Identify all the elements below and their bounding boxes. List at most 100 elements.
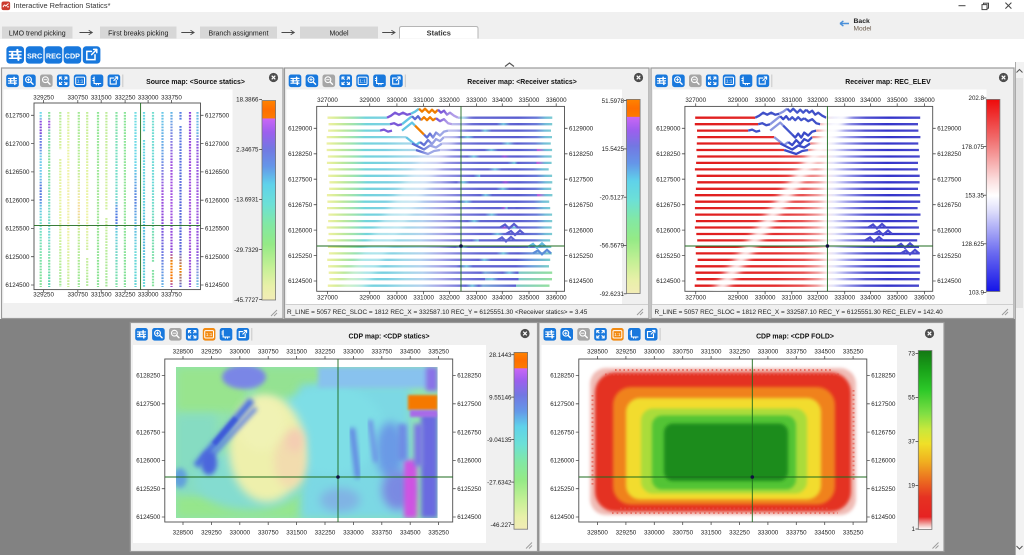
svg-text:331500: 331500 [91, 94, 112, 101]
svg-text:331500: 331500 [286, 529, 307, 536]
svg-text:Back: Back [854, 18, 870, 25]
svg-text:R_LINE = 5057 REC_SLOC = 1812: R_LINE = 5057 REC_SLOC = 1812 REC_X = 33… [655, 309, 944, 316]
svg-text:6124500: 6124500 [656, 278, 681, 285]
svg-text:-92.6231: -92.6231 [600, 291, 625, 298]
svg-text:331500: 331500 [701, 349, 722, 356]
svg-text:334000: 334000 [492, 294, 513, 301]
svg-text:Source map: <Source statics>: Source map: <Source statics> [146, 79, 245, 86]
svg-text:19: 19 [908, 483, 915, 490]
svg-text:6126000: 6126000 [569, 227, 594, 234]
svg-text:331000: 331000 [781, 294, 802, 301]
svg-text:CDP map: <CDP statics>: CDP map: <CDP statics> [349, 334, 430, 341]
svg-text:6127500: 6127500 [205, 113, 230, 120]
svg-text:330000: 330000 [387, 294, 408, 301]
svg-text:336000: 336000 [546, 97, 567, 104]
svg-text:330000: 330000 [387, 97, 408, 104]
svg-text:329000: 329000 [728, 294, 749, 301]
svg-text:R_LINE = 5057 REC_SLOC = 1812: R_LINE = 5057 REC_SLOC = 1812 REC_X = 33… [287, 309, 588, 316]
svg-text:6127500: 6127500 [569, 176, 594, 183]
svg-text:37: 37 [908, 439, 915, 446]
svg-text:6128250: 6128250 [656, 151, 681, 158]
svg-text:333000: 333000 [138, 94, 159, 101]
svg-text:334500: 334500 [400, 349, 421, 356]
svg-text:335000: 335000 [519, 294, 540, 301]
svg-text:First breaks picking: First breaks picking [108, 30, 168, 37]
svg-text:6127500: 6127500 [5, 113, 30, 120]
svg-text:-56.5679: -56.5679 [600, 243, 625, 250]
svg-text:330750: 330750 [672, 349, 693, 356]
svg-text:330000: 330000 [755, 97, 776, 104]
svg-text:330750: 330750 [258, 529, 279, 536]
svg-text:330750: 330750 [258, 349, 279, 356]
svg-text:333750: 333750 [371, 529, 392, 536]
svg-text:333000: 333000 [758, 349, 779, 356]
svg-text:6126750: 6126750 [569, 202, 594, 209]
svg-text:327000: 327000 [317, 294, 338, 301]
svg-text:331500: 331500 [701, 529, 722, 536]
svg-text:-27.6342: -27.6342 [487, 479, 512, 486]
svg-text:6128250: 6128250 [569, 151, 594, 158]
svg-text:6124500: 6124500 [569, 278, 594, 285]
svg-text:-20.5127: -20.5127 [600, 194, 625, 201]
svg-text:6125250: 6125250 [569, 253, 594, 260]
svg-text:331000: 331000 [413, 294, 434, 301]
svg-text:6126000: 6126000 [550, 458, 575, 465]
svg-text:330000: 330000 [229, 349, 250, 356]
svg-text:Branch assignment: Branch assignment [209, 30, 269, 37]
svg-text:336000: 336000 [546, 294, 567, 301]
svg-text:331000: 331000 [781, 97, 802, 104]
svg-text:6126000: 6126000 [937, 227, 962, 234]
svg-text:-9.04135: -9.04135 [487, 437, 512, 444]
svg-text:329250: 329250 [201, 349, 222, 356]
svg-text:Statics: Statics [427, 28, 451, 37]
svg-text:73: 73 [908, 351, 915, 358]
svg-text:Model: Model [329, 30, 349, 37]
svg-text:Model: Model [854, 26, 872, 33]
svg-text:51.5978: 51.5978 [602, 98, 625, 105]
svg-text:6124500: 6124500 [937, 278, 962, 285]
svg-text:336000: 336000 [914, 294, 935, 301]
svg-text:330000: 330000 [755, 294, 776, 301]
svg-text:327000: 327000 [685, 97, 706, 104]
svg-text:6128250: 6128250 [288, 151, 313, 158]
svg-text:332250: 332250 [729, 529, 750, 536]
svg-text:6125250: 6125250 [550, 486, 575, 493]
svg-text:334000: 334000 [860, 294, 881, 301]
svg-text:333750: 333750 [161, 292, 182, 299]
svg-text:328500: 328500 [173, 349, 194, 356]
svg-text:202.8: 202.8 [969, 95, 985, 102]
svg-text:335000: 335000 [519, 97, 540, 104]
svg-text:333750: 333750 [161, 94, 182, 101]
svg-text:335250: 335250 [843, 529, 864, 536]
svg-text:LMO trend picking: LMO trend picking [9, 30, 66, 37]
svg-text:6124500: 6124500 [288, 278, 313, 285]
svg-text:6125500: 6125500 [5, 226, 30, 233]
svg-text:335250: 335250 [843, 349, 864, 356]
svg-text:329250: 329250 [201, 529, 222, 536]
svg-text:328500: 328500 [587, 349, 608, 356]
svg-text:330000: 330000 [229, 529, 250, 536]
svg-text:-46.227: -46.227 [491, 522, 513, 529]
svg-text:6125000: 6125000 [205, 254, 230, 261]
svg-text:6128250: 6128250 [871, 373, 896, 380]
svg-text:6126750: 6126750 [937, 202, 962, 209]
svg-text:327000: 327000 [685, 294, 706, 301]
svg-text:6127500: 6127500 [871, 401, 896, 408]
svg-text:329250: 329250 [33, 94, 54, 101]
svg-text:6125250: 6125250 [871, 486, 896, 493]
svg-text:6126000: 6126000 [871, 458, 896, 465]
svg-text:6127500: 6127500 [288, 176, 313, 183]
svg-text:6125000: 6125000 [5, 254, 30, 261]
svg-text:334500: 334500 [814, 529, 835, 536]
svg-text:329250: 329250 [616, 529, 637, 536]
svg-text:-29.7329: -29.7329 [234, 247, 259, 254]
svg-text:331500: 331500 [91, 292, 112, 299]
svg-text:9.55146: 9.55146 [489, 394, 512, 401]
svg-text:1:1: 1:1 [77, 79, 84, 84]
svg-text:1:1: 1:1 [726, 79, 733, 84]
svg-text:6126000: 6126000 [5, 197, 30, 204]
svg-text:330750: 330750 [67, 292, 88, 299]
svg-text:332250: 332250 [315, 529, 336, 536]
svg-text:6128250: 6128250 [550, 373, 575, 380]
svg-text:333000: 333000 [466, 294, 487, 301]
